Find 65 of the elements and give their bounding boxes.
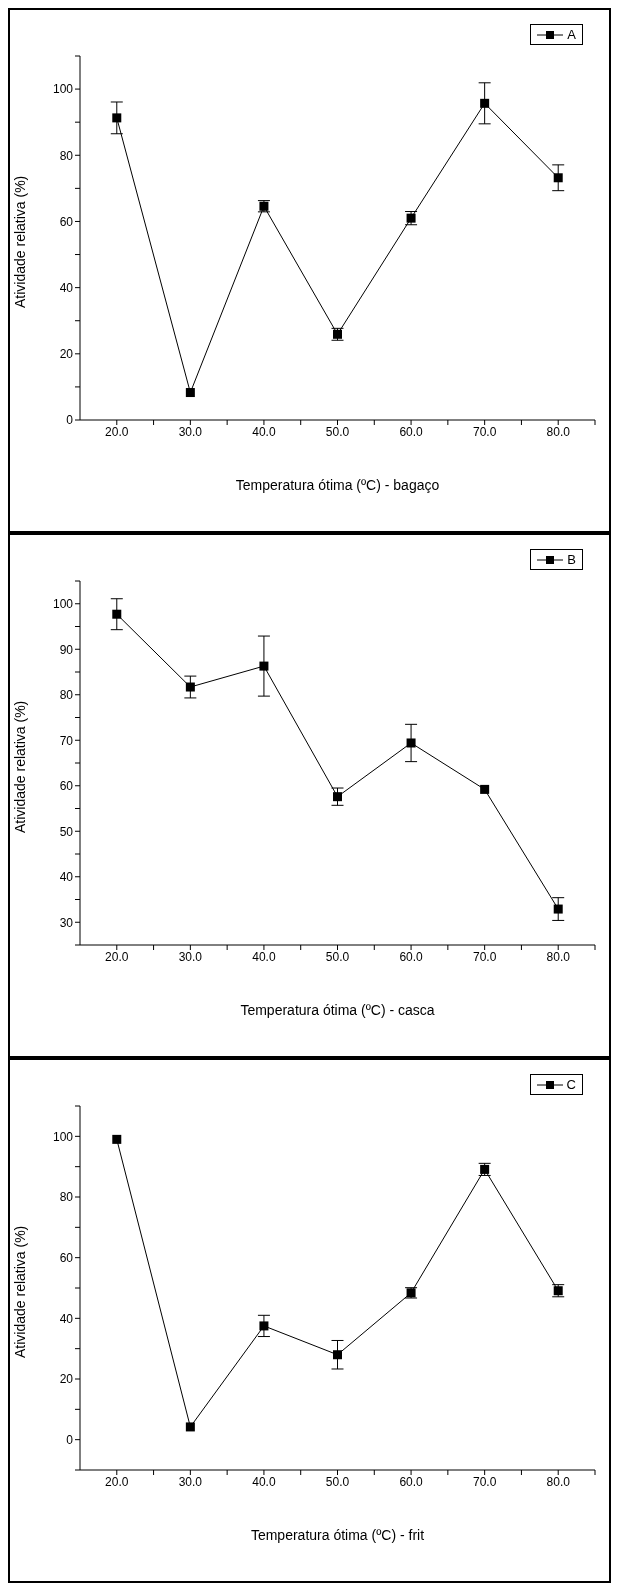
y-axis-title: Atividade relativa (%) xyxy=(11,175,28,308)
point xyxy=(185,1422,195,1432)
x-tick-label: 60.0 xyxy=(399,949,424,964)
point xyxy=(480,98,490,108)
legend-label: A xyxy=(567,27,576,42)
point xyxy=(112,1134,122,1144)
point xyxy=(333,792,342,802)
y-tick-label: 100 xyxy=(52,82,74,97)
y-tick-label: 100 xyxy=(52,597,74,612)
y-tick-label: 80 xyxy=(59,148,74,163)
legend-label: C xyxy=(566,1077,576,1092)
y-tick-label: 90 xyxy=(59,642,74,657)
y-tick-label: 60 xyxy=(59,779,74,794)
x-tick-label: 20.0 xyxy=(105,949,129,964)
x-tick-label: 50.0 xyxy=(325,949,350,964)
x-tick-label: 70.0 xyxy=(472,949,497,964)
x-tick-label: 50.0 xyxy=(325,1474,350,1489)
point xyxy=(553,173,563,183)
legend-label: B xyxy=(567,552,576,567)
point xyxy=(112,609,122,619)
y-tick-label: 40 xyxy=(59,1311,74,1326)
point xyxy=(185,388,195,398)
x-tick-label: 70.0 xyxy=(472,1474,497,1489)
point xyxy=(259,661,269,671)
point xyxy=(112,113,122,123)
y-tick-label: 70 xyxy=(59,733,74,748)
x-axis-title: Temperatura ótima (ºC) - frit xyxy=(250,1527,425,1543)
x-tick-label: 70.0 xyxy=(472,424,497,439)
x-tick-label: 20.0 xyxy=(105,424,129,439)
x-tick-label: 30.0 xyxy=(178,424,203,439)
y-tick-label: 60 xyxy=(59,214,74,229)
y-tick-label: 0 xyxy=(66,413,74,428)
y-tick-label: 20 xyxy=(59,1372,74,1387)
x-tick-label: 40.0 xyxy=(252,949,276,964)
y-tick-label: 60 xyxy=(59,1250,74,1265)
point xyxy=(333,1350,342,1360)
x-tick-label: 60.0 xyxy=(399,424,424,439)
x-tick-label: 20.0 xyxy=(105,1474,129,1489)
point xyxy=(406,738,416,748)
y-tick-label: 100 xyxy=(52,1129,74,1144)
x-tick-label: 30.0 xyxy=(178,1474,203,1489)
y-axis-title: Atividade relativa (%) xyxy=(11,700,28,833)
point xyxy=(185,682,195,692)
y-axis-title: Atividade relativa (%) xyxy=(11,1225,28,1358)
y-tick-label: 30 xyxy=(59,915,74,930)
y-tick-label: 0 xyxy=(66,1432,74,1447)
x-axis-title: Temperatura ótima (ºC) - bagaço xyxy=(235,477,440,493)
x-tick-label: 30.0 xyxy=(178,949,203,964)
x-tick-label: 80.0 xyxy=(546,1474,571,1489)
point xyxy=(480,784,490,794)
y-tick-label: 20 xyxy=(59,347,74,362)
y-tick-label: 40 xyxy=(59,280,74,295)
y-tick-label: 80 xyxy=(59,1190,74,1205)
y-tick-label: 50 xyxy=(59,824,74,839)
x-axis-title: Temperatura ótima (ºC) - casca xyxy=(240,1002,435,1018)
y-tick-label: 80 xyxy=(59,688,74,703)
y-tick-label: 40 xyxy=(59,870,74,885)
x-tick-label: 60.0 xyxy=(399,1474,424,1489)
x-tick-label: 40.0 xyxy=(252,424,276,439)
x-tick-label: 40.0 xyxy=(252,1474,276,1489)
x-tick-label: 80.0 xyxy=(546,949,571,964)
point xyxy=(259,1321,269,1331)
x-tick-label: 50.0 xyxy=(325,424,350,439)
point xyxy=(553,904,563,914)
x-tick-label: 80.0 xyxy=(546,424,571,439)
